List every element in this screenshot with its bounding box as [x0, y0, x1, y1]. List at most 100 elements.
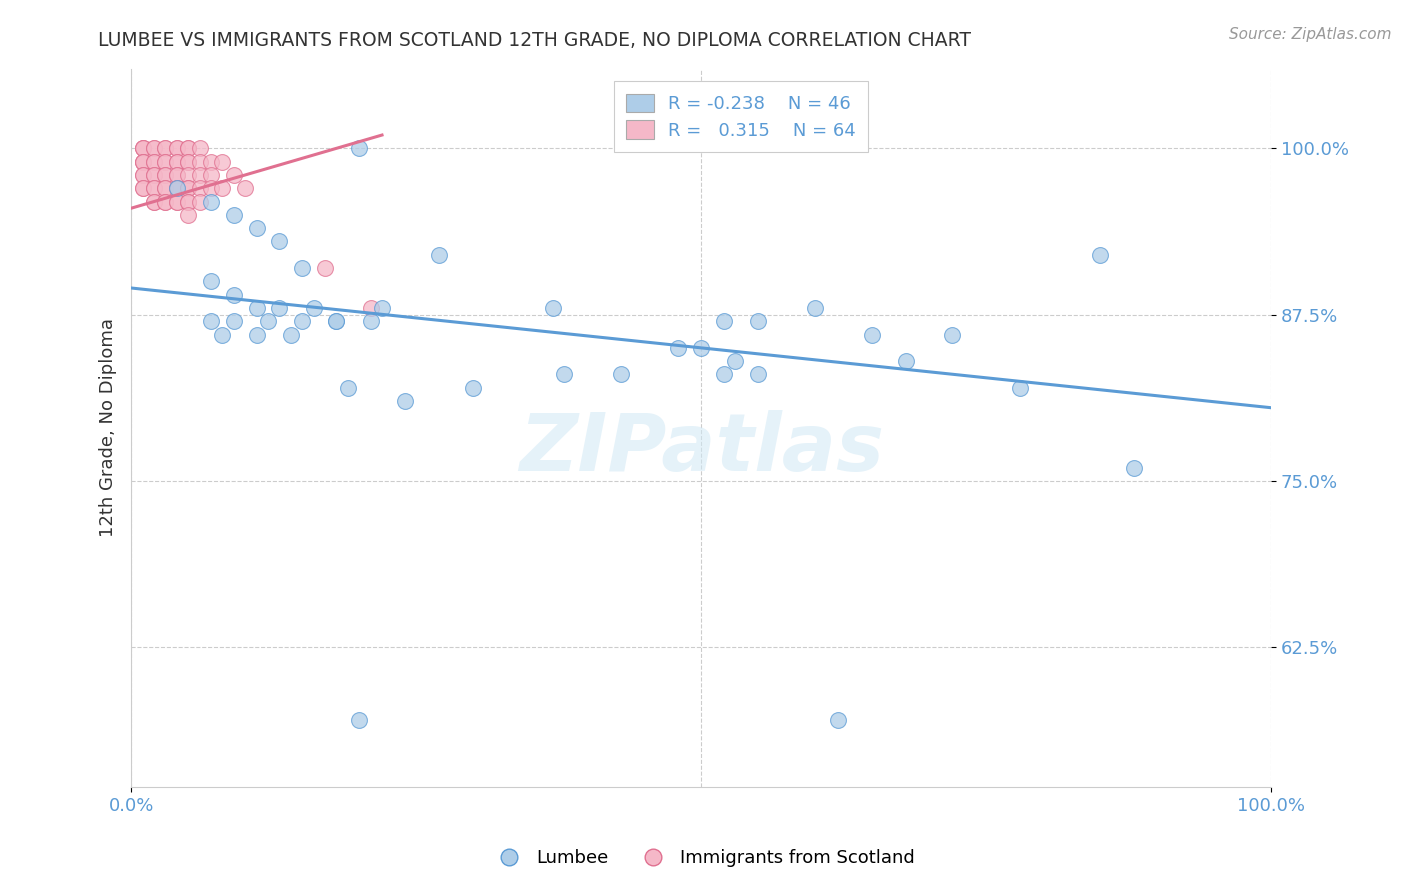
Point — [131, 168, 153, 182]
Point — [896, 354, 918, 368]
Point — [143, 154, 166, 169]
Point — [941, 327, 963, 342]
Point — [360, 301, 382, 315]
Point — [222, 208, 245, 222]
Point — [747, 314, 769, 328]
Point — [143, 194, 166, 209]
Legend: Lumbee, Immigrants from Scotland: Lumbee, Immigrants from Scotland — [484, 842, 922, 874]
Point — [690, 341, 713, 355]
Point — [724, 354, 747, 368]
Point — [1010, 381, 1032, 395]
Point — [325, 314, 347, 328]
Point — [541, 301, 564, 315]
Point — [222, 314, 245, 328]
Point — [155, 181, 177, 195]
Point — [143, 168, 166, 182]
Point — [166, 154, 188, 169]
Point — [166, 181, 188, 195]
Point — [177, 194, 200, 209]
Point — [713, 368, 735, 382]
Point — [177, 154, 200, 169]
Point — [325, 314, 347, 328]
Point — [200, 181, 222, 195]
Point — [222, 287, 245, 301]
Point — [860, 327, 883, 342]
Point — [131, 141, 153, 155]
Point — [713, 314, 735, 328]
Point — [166, 194, 188, 209]
Point — [155, 194, 177, 209]
Point — [280, 327, 302, 342]
Point — [336, 381, 359, 395]
Point — [131, 181, 153, 195]
Point — [166, 168, 188, 182]
Point — [347, 141, 370, 155]
Point — [155, 168, 177, 182]
Point — [177, 168, 200, 182]
Text: ZIPatlas: ZIPatlas — [519, 410, 884, 488]
Point — [394, 394, 416, 409]
Point — [302, 301, 325, 315]
Point — [143, 154, 166, 169]
Point — [166, 181, 188, 195]
Point — [131, 141, 153, 155]
Point — [131, 181, 153, 195]
Point — [666, 341, 689, 355]
Point — [143, 194, 166, 209]
Point — [188, 141, 211, 155]
Point — [155, 141, 177, 155]
Point — [200, 194, 222, 209]
Point — [166, 194, 188, 209]
Point — [371, 301, 394, 315]
Point — [131, 154, 153, 169]
Point — [188, 154, 211, 169]
Point — [200, 154, 222, 169]
Point — [188, 168, 211, 182]
Point — [747, 368, 769, 382]
Point — [177, 141, 200, 155]
Point — [143, 141, 166, 155]
Point — [211, 154, 233, 169]
Point — [166, 168, 188, 182]
Point — [177, 181, 200, 195]
Point — [143, 181, 166, 195]
Point — [143, 168, 166, 182]
Point — [131, 154, 153, 169]
Point — [463, 381, 485, 395]
Point — [211, 327, 233, 342]
Point — [143, 141, 166, 155]
Point — [188, 194, 211, 209]
Point — [155, 181, 177, 195]
Point — [1088, 248, 1111, 262]
Point — [246, 221, 269, 235]
Point — [131, 154, 153, 169]
Point — [427, 248, 450, 262]
Point — [347, 714, 370, 728]
Point — [257, 314, 280, 328]
Point — [143, 181, 166, 195]
Point — [1123, 460, 1146, 475]
Point — [188, 181, 211, 195]
Point — [155, 154, 177, 169]
Point — [553, 368, 575, 382]
Point — [200, 168, 222, 182]
Point — [200, 274, 222, 288]
Point — [155, 168, 177, 182]
Point — [233, 181, 256, 195]
Point — [222, 168, 245, 182]
Point — [166, 181, 188, 195]
Point — [131, 141, 153, 155]
Point — [269, 235, 291, 249]
Point — [246, 301, 269, 315]
Point — [177, 141, 200, 155]
Text: LUMBEE VS IMMIGRANTS FROM SCOTLAND 12TH GRADE, NO DIPLOMA CORRELATION CHART: LUMBEE VS IMMIGRANTS FROM SCOTLAND 12TH … — [98, 31, 972, 50]
Point — [269, 301, 291, 315]
Point — [177, 208, 200, 222]
Point — [166, 141, 188, 155]
Point — [166, 141, 188, 155]
Point — [360, 314, 382, 328]
Point — [177, 154, 200, 169]
Point — [291, 314, 314, 328]
Point — [211, 181, 233, 195]
Y-axis label: 12th Grade, No Diploma: 12th Grade, No Diploma — [100, 318, 117, 537]
